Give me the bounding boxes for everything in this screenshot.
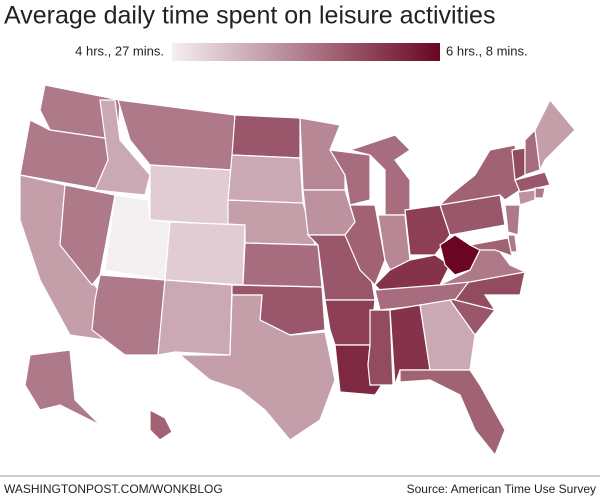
state xyxy=(511,147,526,181)
state xyxy=(164,221,246,286)
state xyxy=(399,369,506,457)
state xyxy=(419,299,476,371)
state xyxy=(157,279,233,356)
state xyxy=(534,98,576,173)
state xyxy=(468,237,513,257)
state xyxy=(367,309,394,386)
states xyxy=(19,84,576,457)
state xyxy=(517,189,536,206)
state xyxy=(324,299,376,346)
state xyxy=(178,294,336,441)
state xyxy=(438,144,521,206)
state xyxy=(504,204,521,236)
state xyxy=(24,349,101,426)
state xyxy=(514,171,551,193)
state xyxy=(149,164,233,226)
legend-max-label: 6 hrs., 8 mins. xyxy=(446,43,528,58)
source: Source: American Time Use Survey xyxy=(407,482,596,496)
state xyxy=(344,204,386,287)
state xyxy=(59,184,116,286)
footer: WASHINGTONPOST.COM/WONKBLOG xyxy=(4,482,223,496)
state xyxy=(231,114,301,159)
legend-min-label: 4 hrs., 27 mins. xyxy=(75,43,164,58)
state xyxy=(91,274,166,356)
state xyxy=(302,189,356,236)
state xyxy=(328,149,371,206)
state xyxy=(149,409,173,441)
state xyxy=(534,187,546,199)
state xyxy=(94,99,151,196)
state xyxy=(227,154,304,204)
color-scale xyxy=(172,43,440,61)
state xyxy=(242,242,323,288)
chart-title: Average daily time spent on leisure acti… xyxy=(4,2,495,30)
state xyxy=(347,134,411,216)
